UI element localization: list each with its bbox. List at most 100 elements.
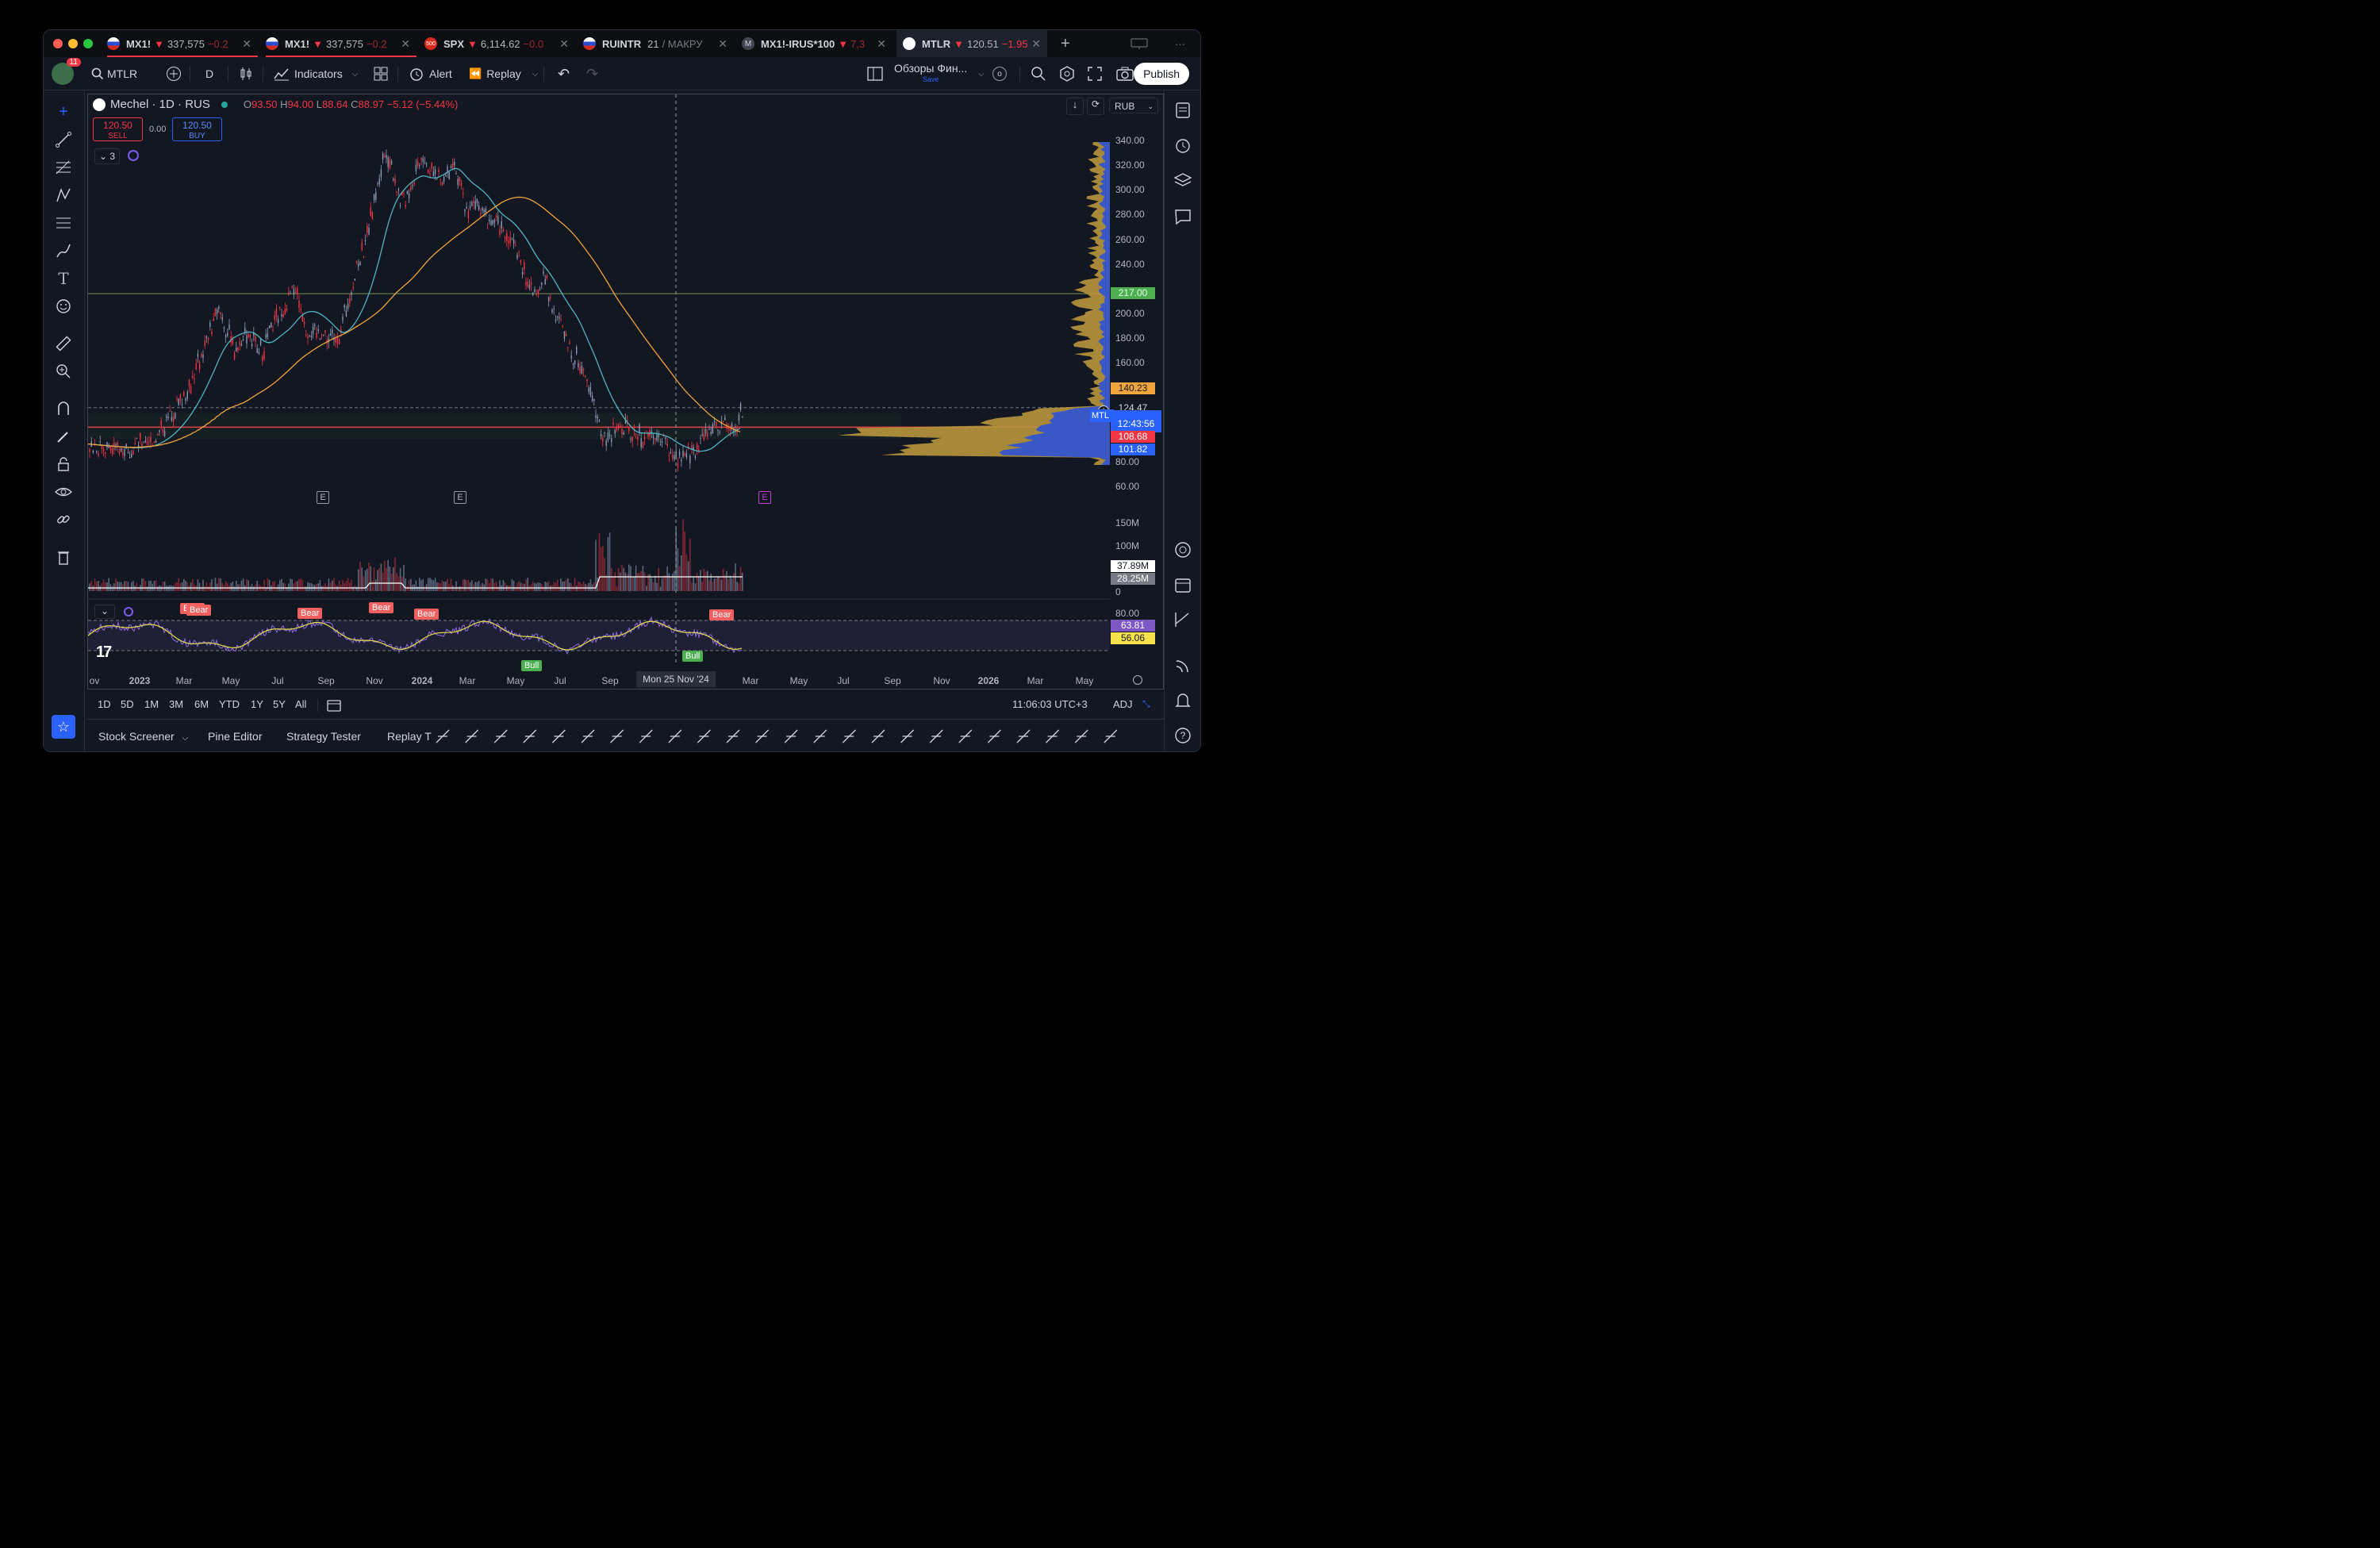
save-label[interactable]: Save: [922, 75, 939, 83]
ideas-button[interactable]: o: [992, 57, 1007, 90]
redo-icon[interactable]: ↷: [586, 65, 599, 82]
magnet-icon[interactable]: [53, 398, 74, 419]
watchlist-icon[interactable]: [1173, 100, 1193, 121]
chart-title[interactable]: Mechel · 1D · RUS: [110, 98, 210, 111]
tab-mx1-2[interactable]: MX1! ▼ 337,575 −0.2 ✕: [266, 30, 416, 57]
chevron-down-icon[interactable]: ⌵: [351, 69, 359, 79]
camera-icon[interactable]: [1116, 57, 1134, 90]
tab-mx1-irus[interactable]: M MX1!-IRUS*100 ▼ 7,3 ✕: [742, 30, 892, 57]
close-icon[interactable]: ✕: [877, 37, 886, 50]
clock-timezone[interactable]: 11:06:03 UTC+3: [1012, 698, 1088, 710]
download-arrow-icon[interactable]: ↓: [1066, 98, 1084, 115]
drawing-tool-icon[interactable]: [1016, 729, 1031, 743]
window-layout-icon[interactable]: [1130, 30, 1151, 57]
zoom-in-icon[interactable]: [53, 361, 74, 382]
new-tab-button[interactable]: +: [1061, 34, 1070, 52]
indicators-button[interactable]: Indicators ⌵: [274, 57, 358, 90]
drawings-favorites-bar[interactable]: [430, 720, 1144, 752]
range-5d-button[interactable]: 5D: [121, 698, 134, 710]
sync-icon[interactable]: [124, 607, 133, 617]
fib-retracement-icon[interactable]: [53, 157, 74, 178]
tab-mtlr[interactable]: MTLR ▼ 120.51 −1.95 ✕: [896, 30, 1047, 57]
drawing-tool-icon[interactable]: [958, 729, 973, 743]
drawing-tool-icon[interactable]: [842, 729, 856, 743]
refresh-icon[interactable]: ⟳: [1087, 98, 1104, 115]
crosshair-icon[interactable]: +: [59, 102, 68, 121]
drawing-tool-icon[interactable]: [1104, 729, 1118, 743]
replay-button[interactable]: ⏪ Replay ⌵: [469, 57, 538, 90]
close-icon[interactable]: ✕: [401, 37, 410, 50]
quick-search-icon[interactable]: [1031, 57, 1046, 90]
pencil-lock-icon[interactable]: [53, 426, 74, 447]
drawing-tool-icon[interactable]: [697, 729, 711, 743]
link-icon[interactable]: [53, 509, 74, 530]
tab-mx1-1[interactable]: MX1! ▼ 337,575 −0.2 ✕: [107, 30, 258, 57]
drawing-tool-icon[interactable]: [900, 729, 915, 743]
range-1d-button[interactable]: 1D: [98, 698, 111, 710]
pine-chart-icon[interactable]: [1173, 609, 1193, 630]
drawing-tool-icon[interactable]: [523, 729, 537, 743]
drawing-tool-icon[interactable]: [813, 729, 827, 743]
pattern-icon[interactable]: [53, 185, 74, 206]
trend-line-icon[interactable]: [53, 129, 74, 150]
eye-icon[interactable]: [53, 482, 74, 502]
indicators-collapse-button[interactable]: ⌄ 3: [94, 148, 120, 164]
fullscreen-icon[interactable]: [1088, 57, 1102, 90]
tab-spx[interactable]: 500 SPX ▼ 6,114.62 −0.0 ✕: [424, 30, 575, 57]
lock-icon[interactable]: [53, 454, 74, 474]
range-3m-button[interactable]: 3M: [169, 698, 184, 710]
range-1m-button[interactable]: 1M: [144, 698, 159, 710]
symbol-search[interactable]: MTLR: [91, 57, 137, 90]
earnings-marker[interactable]: E: [317, 491, 329, 504]
drawing-tool-icon[interactable]: [493, 729, 508, 743]
undo-icon[interactable]: ↶: [558, 65, 570, 82]
adj-toggle[interactable]: ADJ: [1113, 698, 1133, 710]
candles-type-button[interactable]: [239, 57, 253, 90]
help-icon[interactable]: ?: [1173, 725, 1193, 746]
drawing-tool-icon[interactable]: [639, 729, 653, 743]
sell-button[interactable]: 120.50 SELL: [93, 117, 143, 141]
publish-button[interactable]: Publish: [1134, 63, 1189, 85]
earnings-marker[interactable]: E: [454, 491, 466, 504]
drawing-tool-icon[interactable]: [610, 729, 624, 743]
drawing-tool-icon[interactable]: [784, 729, 798, 743]
range-6m-button[interactable]: 6M: [194, 698, 209, 710]
buy-button[interactable]: 120.50 BUY: [172, 117, 222, 141]
pine-editor-tab[interactable]: Pine Editor: [208, 730, 263, 743]
avatar[interactable]: 11: [52, 57, 81, 90]
drawing-tool-icon[interactable]: [755, 729, 770, 743]
drawing-tool-icon[interactable]: [465, 729, 479, 743]
target-icon[interactable]: [1173, 540, 1193, 560]
axis-settings-gear-icon[interactable]: [1133, 675, 1142, 685]
alert-button[interactable]: Alert: [409, 57, 452, 90]
replay-trading-tab[interactable]: Replay T: [387, 730, 432, 743]
strategy-tester-tab[interactable]: Strategy Tester: [286, 730, 361, 743]
drawing-tool-icon[interactable]: [1074, 729, 1088, 743]
range-1y-button[interactable]: 1Y: [251, 698, 263, 710]
brush-icon[interactable]: [53, 240, 74, 261]
emoji-icon[interactable]: [53, 296, 74, 317]
goto-date-calendar-icon[interactable]: [327, 698, 341, 714]
tab-ruintr[interactable]: RUINTR 21 / МАКРУ ✕: [583, 30, 734, 57]
ruler-icon[interactable]: [53, 333, 74, 354]
layers-icon[interactable]: [1173, 170, 1193, 190]
settings-gear-icon[interactable]: [1059, 57, 1075, 90]
expand-arrows-icon[interactable]: ⤡: [1142, 698, 1150, 709]
chat-icon[interactable]: [1173, 206, 1193, 227]
range-5y-button[interactable]: 5Y: [273, 698, 286, 710]
text-tool-icon[interactable]: T: [58, 269, 69, 288]
templates-button[interactable]: [374, 57, 388, 90]
drawing-tool-icon[interactable]: [436, 729, 450, 743]
bell-icon[interactable]: [1173, 690, 1193, 711]
drawing-tool-icon[interactable]: [871, 729, 885, 743]
range-ytd-button[interactable]: YTD: [219, 698, 240, 710]
forecast-icon[interactable]: [53, 213, 74, 233]
drawing-tool-icon[interactable]: [551, 729, 566, 743]
currency-select[interactable]: RUB ⌄: [1109, 98, 1158, 113]
broadcast-icon[interactable]: [1173, 655, 1193, 676]
earnings-marker[interactable]: E: [758, 491, 771, 504]
chevron-down-icon[interactable]: ⌄: [94, 605, 115, 619]
drawing-tool-icon[interactable]: [581, 729, 595, 743]
favorites-star-icon[interactable]: ☆: [52, 715, 75, 739]
alerts-clock-icon[interactable]: [1173, 135, 1193, 156]
